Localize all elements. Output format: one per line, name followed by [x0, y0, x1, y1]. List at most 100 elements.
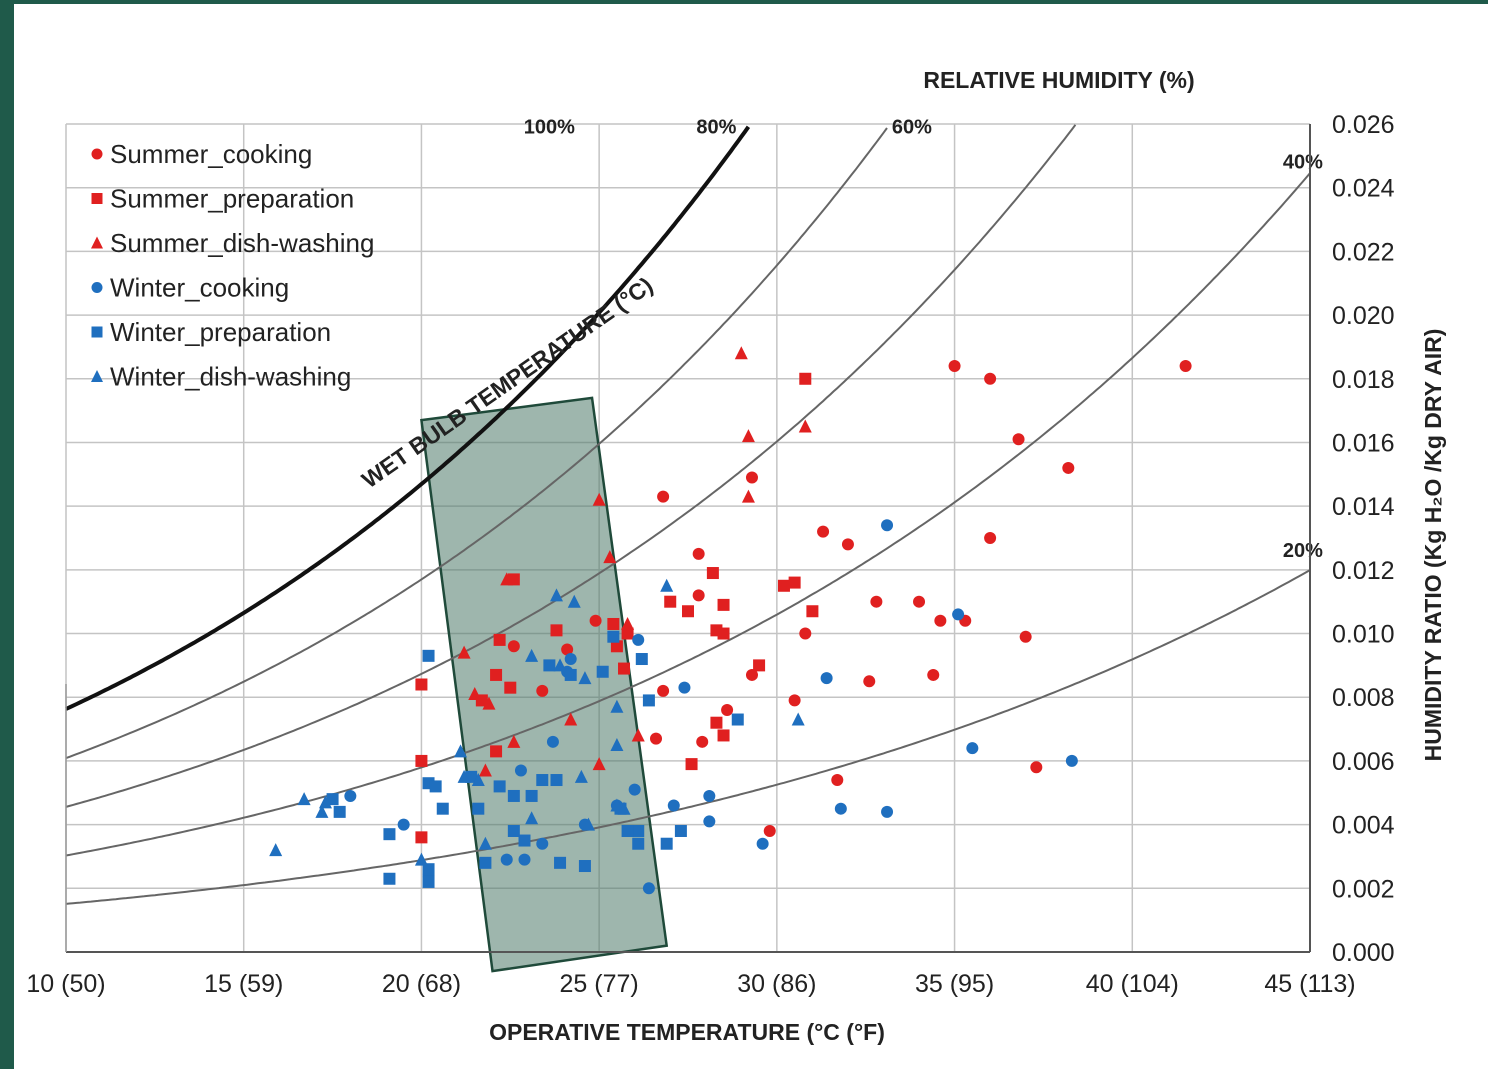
data-point	[422, 875, 435, 888]
data-point	[564, 668, 577, 681]
data-point	[617, 801, 631, 815]
data-point	[741, 489, 755, 503]
rh-label-100: 100%	[524, 117, 575, 139]
data-point	[297, 792, 311, 806]
y-tick-label: 0.002	[1332, 875, 1395, 903]
x-tick-label: 30 (86)	[737, 970, 816, 998]
series-winter-preparation	[326, 630, 744, 888]
data-point	[642, 882, 655, 895]
data-point	[610, 738, 624, 751]
series-summer-cooking	[507, 360, 1192, 837]
data-point	[1012, 433, 1025, 446]
data-point	[490, 668, 503, 681]
legend-marker	[91, 193, 103, 204]
legend: Summer_cooking Summer_preparation Summer_d…	[91, 139, 374, 392]
data-point	[913, 595, 926, 608]
y-tick-label: 0.004	[1332, 812, 1395, 840]
data-point	[667, 799, 680, 812]
data-point	[564, 712, 578, 726]
data-point	[791, 712, 805, 726]
data-point	[799, 372, 812, 385]
data-point	[831, 774, 844, 787]
data-point	[621, 616, 635, 630]
data-point	[500, 853, 513, 866]
data-point	[798, 419, 812, 433]
data-point	[550, 624, 563, 637]
data-point	[834, 802, 847, 815]
data-point	[415, 754, 428, 767]
data-point	[632, 824, 645, 837]
rh-curve-60	[65, 124, 1077, 808]
data-point	[415, 678, 428, 691]
data-point	[564, 653, 577, 666]
data-point	[881, 805, 894, 818]
data-point	[326, 793, 339, 806]
data-point	[525, 811, 539, 825]
data-point	[621, 627, 634, 640]
data-point	[525, 648, 539, 662]
data-point	[650, 732, 663, 745]
legend-marker	[91, 236, 103, 249]
y-tick-label: 0.024	[1332, 175, 1395, 203]
data-point	[966, 742, 979, 755]
data-point	[756, 837, 769, 850]
data-point	[984, 532, 997, 544]
data-point	[657, 684, 670, 697]
data-point	[518, 834, 531, 847]
data-point	[543, 659, 556, 672]
y-tick-label: 0.012	[1332, 557, 1395, 585]
chart-panel: 100% 80% 60% 40% 20% 10 (50) 15 (59) 20 (68) 25…	[14, 4, 1488, 1069]
data-point	[578, 671, 592, 685]
legend-label: Winter_preparation	[110, 317, 331, 347]
data-point	[607, 617, 620, 630]
data-point	[383, 872, 396, 885]
data-point	[383, 828, 396, 841]
data-point	[550, 774, 563, 787]
data-point	[703, 789, 716, 802]
data-point	[717, 598, 730, 611]
comfort-zone-polygon	[420, 396, 669, 973]
legend-marker	[91, 326, 103, 338]
data-point	[567, 594, 581, 608]
data-points	[269, 346, 1192, 895]
data-point	[682, 605, 694, 618]
data-point	[788, 576, 801, 589]
data-point	[457, 769, 471, 783]
data-point	[536, 774, 549, 787]
rh-curve-100	[65, 125, 751, 711]
data-point	[493, 633, 506, 646]
data-point	[777, 579, 790, 592]
y-tick-label: 0.026	[1332, 111, 1395, 139]
data-point	[788, 694, 801, 707]
data-point	[863, 675, 876, 688]
data-point	[471, 773, 485, 787]
data-point	[706, 567, 719, 580]
data-point	[1062, 461, 1075, 474]
data-point	[269, 843, 283, 857]
data-point	[621, 824, 634, 837]
y-tick-label: 0.014	[1332, 493, 1395, 521]
data-point	[678, 681, 691, 694]
rh-label-60: 60%	[892, 117, 932, 139]
data-point	[741, 429, 755, 443]
data-point	[657, 490, 670, 503]
data-point	[504, 681, 517, 694]
data-point	[415, 831, 428, 844]
x-axis-title: OPERATIVE TEMPERATURE (°C (°F)	[489, 1019, 885, 1045]
y-axis-title: HUMIDITY RATIO (Kg H₂O /Kg DRY AIR)	[1420, 329, 1446, 762]
rh-curve-20	[65, 569, 1311, 905]
data-point	[549, 588, 563, 602]
y-tick-label: 0.006	[1332, 748, 1395, 776]
data-point	[948, 360, 961, 373]
data-point	[422, 863, 435, 876]
data-point	[536, 684, 549, 697]
data-point	[318, 795, 332, 809]
data-point	[934, 614, 947, 627]
data-point	[581, 817, 595, 831]
data-point	[422, 649, 435, 662]
data-point	[554, 856, 567, 869]
data-point	[642, 694, 655, 707]
data-point	[603, 550, 617, 564]
data-point	[561, 643, 574, 656]
legend-label: Summer_preparation	[110, 184, 354, 214]
